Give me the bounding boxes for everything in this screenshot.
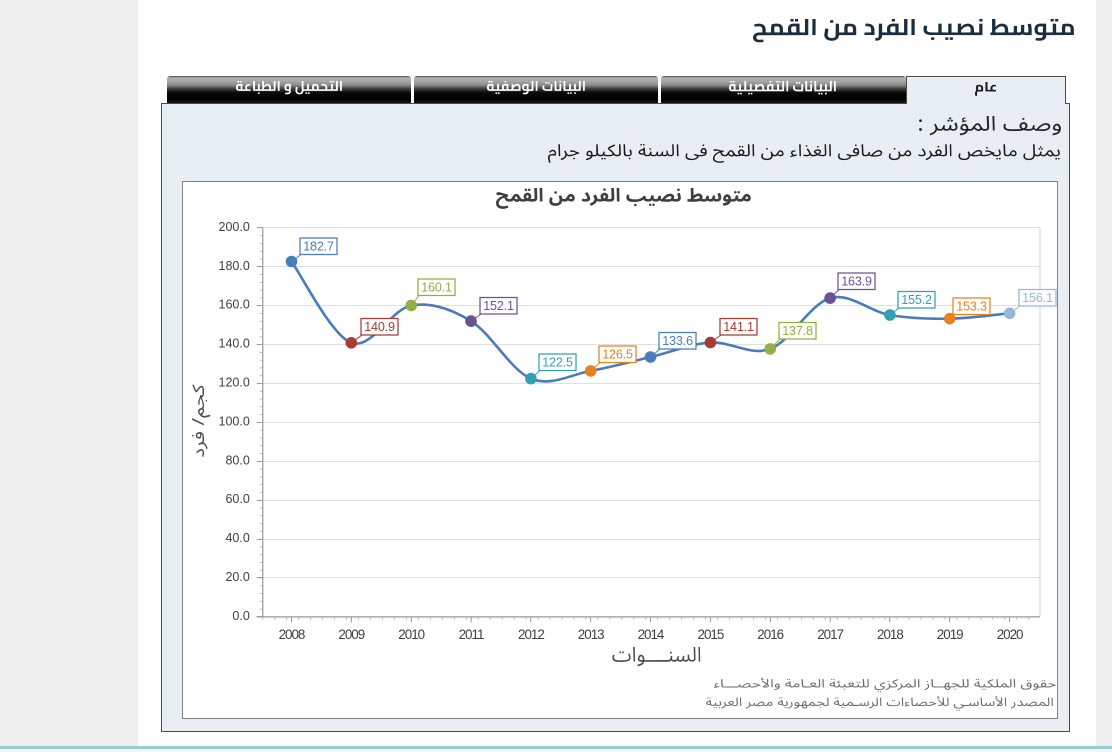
svg-text:160.1: 160.1 bbox=[421, 280, 452, 294]
svg-text:137.8: 137.8 bbox=[782, 324, 813, 338]
svg-text:153.3: 153.3 bbox=[956, 299, 987, 313]
svg-text:160.0: 160.0 bbox=[219, 297, 250, 311]
svg-text:140.9: 140.9 bbox=[364, 320, 395, 334]
svg-text:120.0: 120.0 bbox=[219, 375, 250, 389]
svg-text:122.5: 122.5 bbox=[542, 355, 573, 369]
svg-text:126.5: 126.5 bbox=[602, 347, 633, 361]
svg-text:200.0: 200.0 bbox=[219, 219, 250, 233]
svg-text:2013: 2013 bbox=[578, 627, 604, 642]
svg-text:156.1: 156.1 bbox=[1022, 291, 1053, 305]
svg-text:2019: 2019 bbox=[937, 627, 963, 642]
svg-text:2015: 2015 bbox=[698, 627, 724, 642]
svg-text:2010: 2010 bbox=[398, 627, 424, 642]
svg-text:60.0: 60.0 bbox=[225, 492, 249, 506]
svg-text:2014: 2014 bbox=[638, 627, 665, 642]
svg-text:0.0: 0.0 bbox=[232, 608, 249, 622]
svg-text:20.0: 20.0 bbox=[225, 570, 249, 584]
svg-text:180.0: 180.0 bbox=[219, 258, 250, 272]
svg-text:155.2: 155.2 bbox=[901, 293, 932, 307]
svg-text:2008: 2008 bbox=[279, 627, 305, 642]
svg-text:163.9: 163.9 bbox=[841, 274, 872, 288]
svg-text:100.0: 100.0 bbox=[219, 414, 250, 428]
svg-text:2018: 2018 bbox=[877, 627, 903, 642]
svg-text:140.0: 140.0 bbox=[219, 336, 250, 350]
svg-text:182.7: 182.7 bbox=[303, 239, 334, 253]
svg-text:80.0: 80.0 bbox=[225, 453, 249, 467]
svg-text:40.0: 40.0 bbox=[225, 531, 249, 545]
svg-text:2016: 2016 bbox=[757, 627, 783, 642]
svg-text:141.1: 141.1 bbox=[723, 320, 754, 334]
svg-text:2020: 2020 bbox=[997, 627, 1023, 642]
svg-text:152.1: 152.1 bbox=[483, 299, 514, 313]
svg-text:2017: 2017 bbox=[817, 627, 843, 642]
svg-text:2012: 2012 bbox=[518, 627, 544, 642]
svg-text:2009: 2009 bbox=[338, 627, 364, 642]
svg-text:2011: 2011 bbox=[459, 627, 484, 642]
svg-text:133.6: 133.6 bbox=[662, 334, 693, 348]
